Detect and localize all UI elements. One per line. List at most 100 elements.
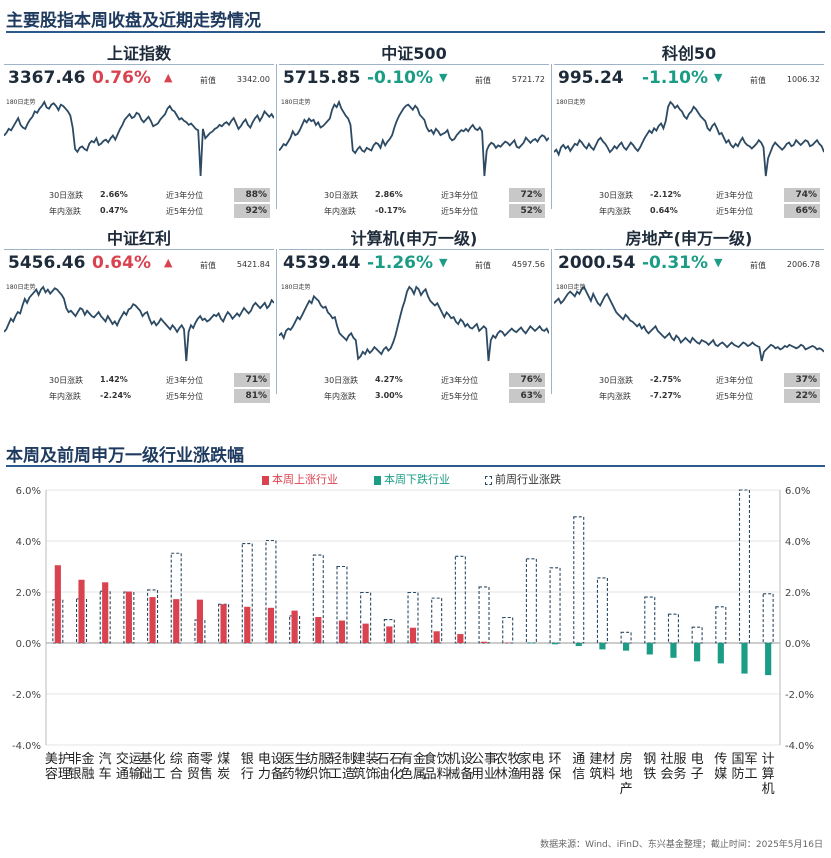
prev-value: 5421.84 — [236, 260, 270, 269]
this-week-down-bar — [623, 643, 630, 651]
p5y-label: 近5年分位 — [716, 392, 754, 401]
up-arrow-icon: ▲ — [164, 71, 173, 84]
category-label: 商贸零售 — [187, 752, 213, 782]
trend-sparkline — [554, 100, 824, 177]
this-week-down-bar — [599, 643, 606, 650]
d30-value: -2.12% — [650, 190, 682, 199]
prev-week-bar — [596, 577, 608, 644]
category-label: 房地产 — [620, 751, 633, 797]
this-week-up-bar — [338, 620, 346, 643]
p3y-badge: 74% — [784, 188, 820, 202]
panel-divider — [279, 249, 549, 250]
d30-label: 30日涨跌 — [49, 191, 84, 200]
y-tick-label-right: 2.0% — [785, 588, 810, 599]
sparkline-path — [554, 100, 824, 177]
p3y-badge: 88% — [234, 188, 270, 202]
p5y-badge: 92% — [234, 204, 270, 218]
prev-week-bar — [762, 593, 774, 644]
p3y-label: 近3年分位 — [716, 376, 754, 385]
index-price: 5456.46 — [8, 253, 86, 273]
legend-prev: 前周行业涨跌 — [485, 471, 561, 487]
category-label: 计算机 — [762, 752, 775, 797]
this-week-up-bar — [267, 607, 275, 643]
prev-label: 前值 — [200, 261, 216, 270]
legend-down: 本周下跌行业 — [374, 471, 450, 487]
this-week-up-bar — [220, 604, 227, 643]
trend-label: 180日走势 — [6, 99, 36, 106]
panel-separator — [551, 249, 552, 394]
prev-label: 前值 — [475, 76, 491, 85]
category-label: 石油石化 — [376, 752, 402, 782]
this-week-up-bar — [291, 610, 298, 643]
p5y-label: 近5年分位 — [716, 207, 754, 216]
category-label: 有色金属 — [400, 751, 426, 782]
panel-divider — [554, 64, 824, 65]
ytd-value: -0.17% — [375, 206, 407, 215]
prev-week-bar — [691, 626, 703, 644]
this-week-up-bar — [480, 641, 488, 643]
prev-week-bar — [644, 596, 656, 644]
this-week-up-bar — [433, 631, 440, 643]
this-week-down-bar — [694, 643, 701, 662]
index-change: -1.26% — [367, 253, 434, 273]
category-label: 银行 — [241, 752, 254, 782]
p3y-badge: 37% — [784, 373, 820, 387]
trend-sparkline — [4, 285, 274, 362]
index-panel: 中证500 5715.85 -0.10% ▼ 前值 5721.72 180日走势 30日涨跌 2… — [279, 40, 549, 220]
index-price: 4539.44 — [283, 253, 361, 273]
prev-week-bar — [525, 558, 537, 644]
ytd-value: 0.64% — [650, 206, 678, 215]
category-label: 电力设备 — [258, 752, 284, 782]
p5y-label: 近5年分位 — [166, 392, 204, 401]
category-label: 建筑装饰 — [353, 752, 379, 782]
category-label: 机械设备 — [447, 752, 473, 782]
category-label: 纺织服饰 — [305, 752, 331, 782]
prev-week-bar — [667, 613, 679, 644]
trend-sparkline — [4, 100, 274, 177]
category-label: 综合 — [170, 752, 183, 782]
ytd-label: 年内涨跌 — [324, 207, 356, 216]
p5y-badge: 52% — [509, 204, 545, 218]
ytd-value: -2.24% — [100, 391, 132, 400]
down-arrow-icon: ▼ — [439, 71, 448, 84]
panel-separator — [276, 64, 277, 209]
category-label: 医药生物 — [282, 752, 308, 782]
y-tick-label-right: -4.0% — [785, 741, 814, 752]
prev-label: 前值 — [750, 76, 766, 85]
down-arrow-icon: ▼ — [714, 256, 723, 269]
d30-value: 1.42% — [100, 375, 128, 384]
this-week-up-bar — [196, 599, 203, 643]
industry-chart-title: 本周及前周申万一级行业涨跌幅 — [6, 446, 244, 466]
p3y-label: 近3年分位 — [441, 191, 479, 200]
category-label: 食品饮料 — [424, 751, 450, 782]
p5y-badge: 66% — [784, 204, 820, 218]
p5y-label: 近5年分位 — [441, 207, 479, 216]
this-week-up-bar — [102, 582, 109, 643]
this-week-down-bar — [670, 643, 677, 658]
trend-label: 180日走势 — [281, 99, 311, 106]
d30-value: 4.27% — [375, 375, 403, 384]
d30-label: 30日涨跌 — [324, 376, 359, 385]
panel-divider — [4, 64, 274, 65]
y-tick-label-left: 0.0% — [16, 639, 41, 650]
panel-divider — [554, 249, 824, 250]
legend-up-swatch — [262, 475, 269, 485]
panel-divider — [4, 249, 274, 250]
this-week-up-bar — [149, 597, 156, 643]
this-week-up-bar — [386, 626, 393, 643]
prev-week-bar — [738, 489, 751, 644]
prev-week-bar — [431, 597, 443, 644]
this-week-up-bar — [504, 642, 511, 643]
trend-label: 180日走势 — [556, 284, 586, 291]
legend-prev-label: 前周行业涨跌 — [495, 473, 561, 486]
this-week-up-bar — [54, 565, 61, 643]
sparkline-path — [4, 285, 274, 362]
sparkline-path — [279, 285, 549, 362]
prev-value: 5721.72 — [511, 75, 545, 84]
this-week-up-bar — [244, 606, 251, 643]
down-arrow-icon: ▼ — [714, 71, 723, 84]
index-name: 中证500 — [381, 44, 447, 63]
this-week-up-bar — [409, 627, 417, 643]
this-week-down-bar — [741, 643, 748, 674]
d30-label: 30日涨跌 — [599, 376, 634, 385]
